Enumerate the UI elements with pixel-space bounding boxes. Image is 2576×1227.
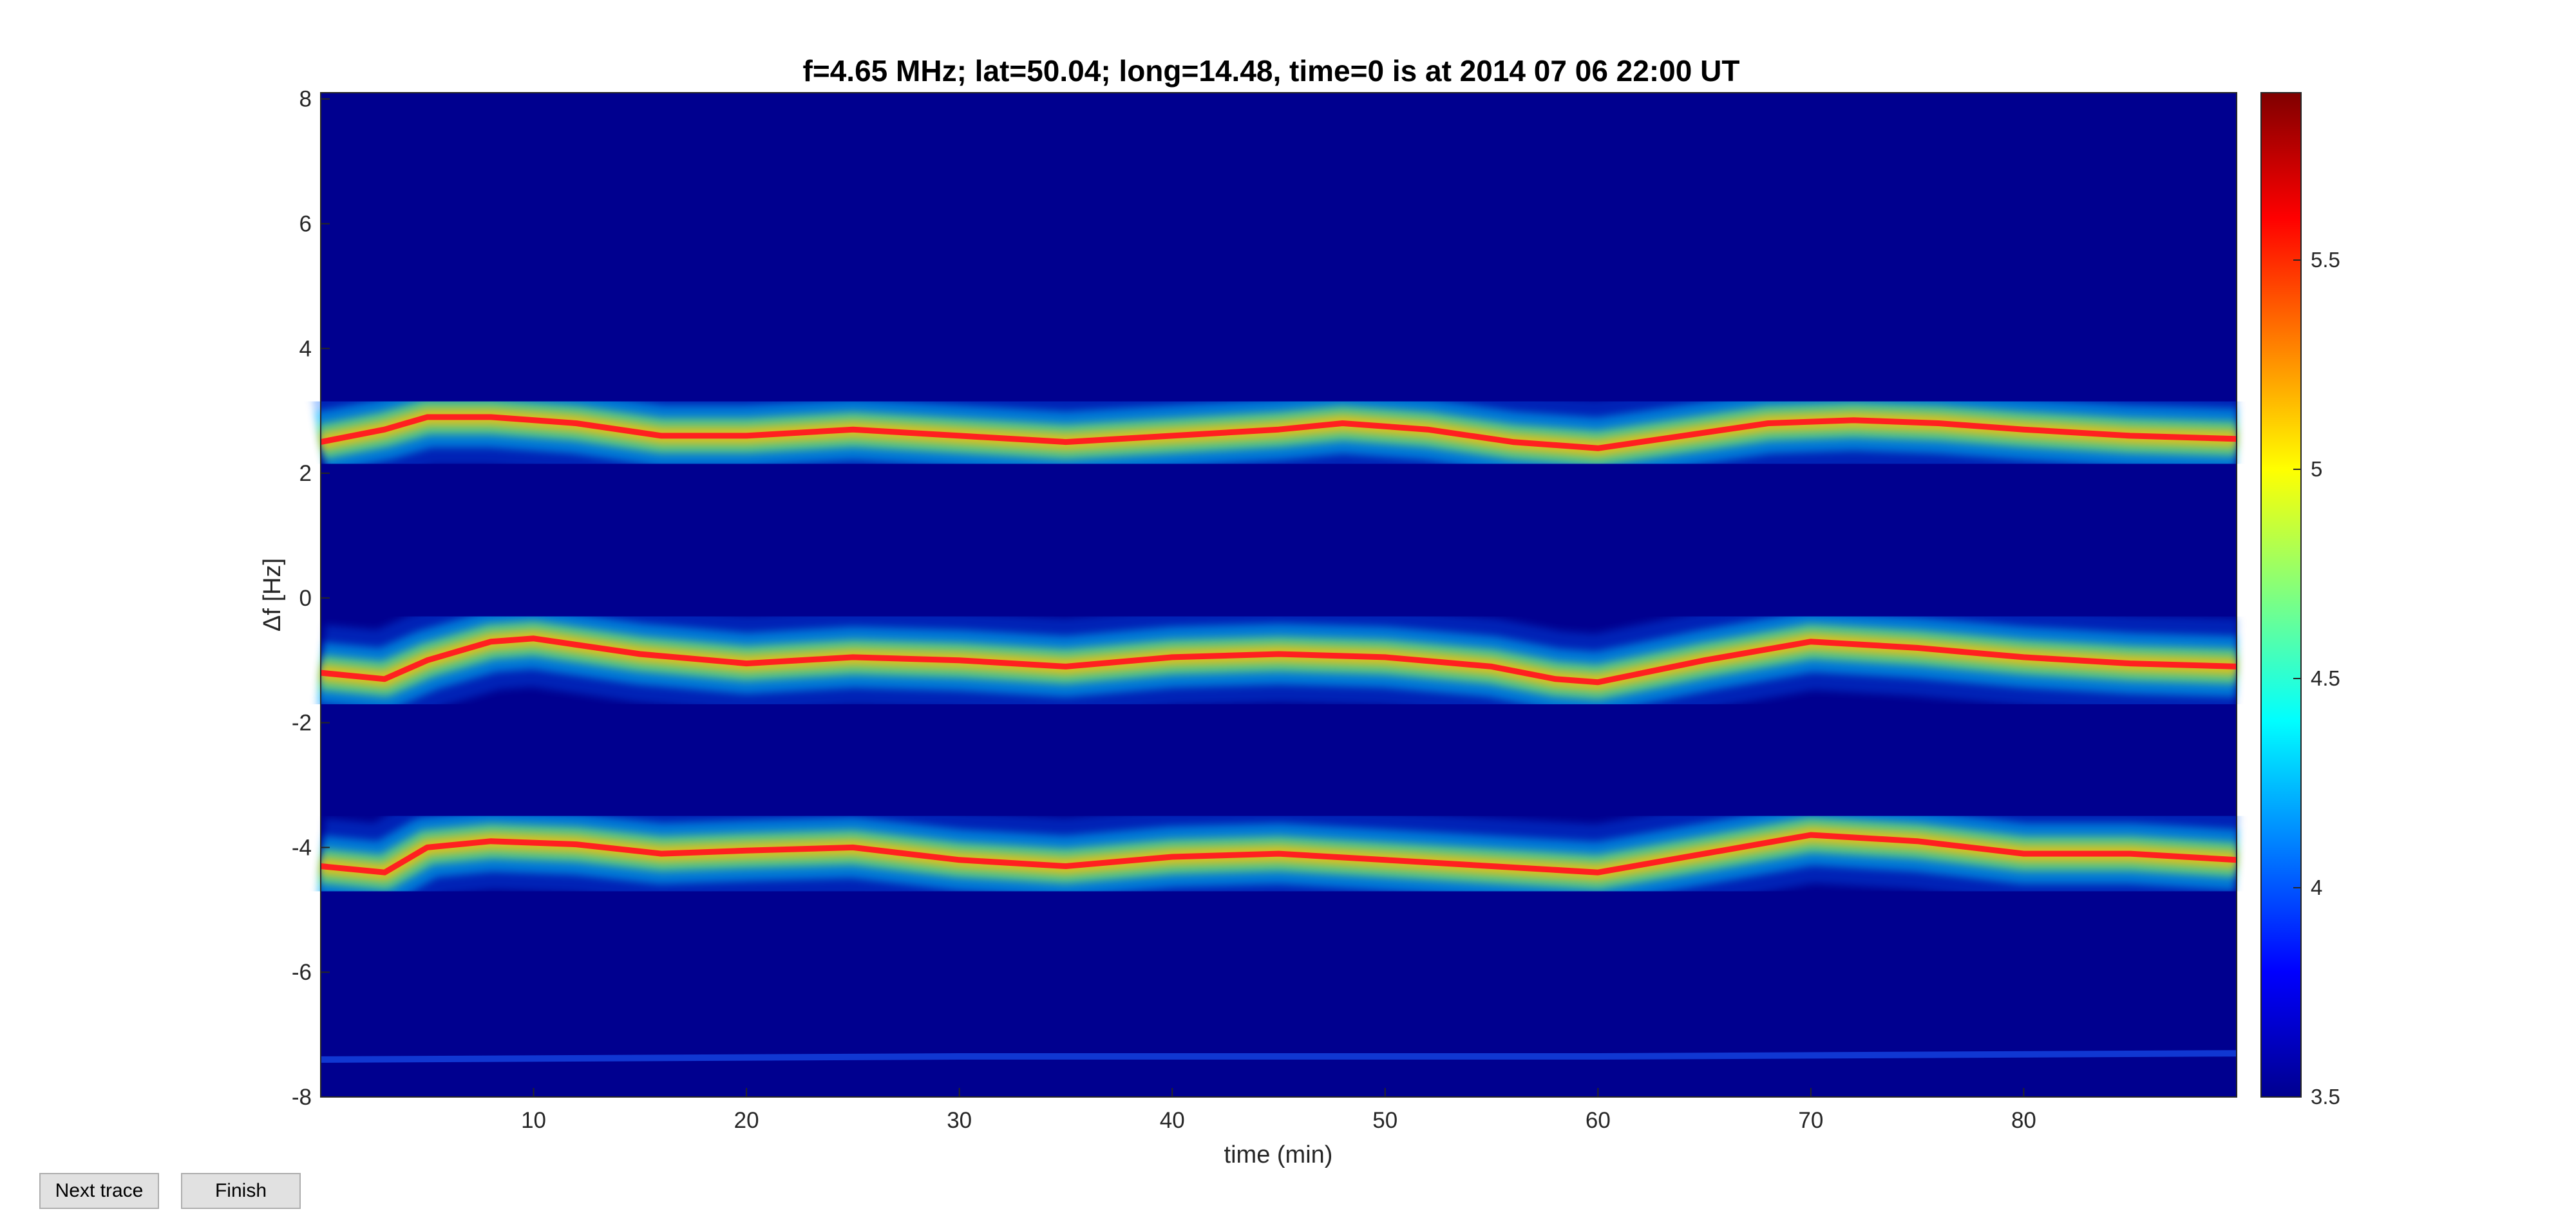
y-tick-label: 0 (299, 586, 312, 611)
colorbar-tick-label: 4.5 (2311, 666, 2340, 690)
plot-frame (320, 92, 2237, 1098)
y-tick-label: 2 (299, 461, 312, 486)
x-tick-label: 10 (521, 1108, 546, 1133)
x-axis-label: time (min) (1224, 1141, 1333, 1168)
trace-series (320, 1050, 2237, 1063)
colorbar-ticks: 3.5 4 4.5 5 5.5 (2293, 248, 2340, 1109)
y-tick-label: -6 (292, 960, 312, 985)
y-tick-label: -4 (292, 835, 312, 860)
chart-title: f=4.65 MHz; lat=50.04; long=14.48, time=… (803, 54, 1740, 88)
trace-line (320, 635, 2237, 686)
x-tick-label: 70 (1798, 1108, 1823, 1133)
y-tick-label: 8 (299, 87, 312, 112)
colorbar-tick-label: 4 (2311, 876, 2322, 899)
x-axis: 10 20 30 40 50 60 70 80 (521, 1088, 2036, 1133)
trace-series (316, 787, 2240, 921)
y-tick-label: -2 (292, 711, 312, 736)
y-tick-label: 4 (299, 336, 312, 361)
trace-line (320, 414, 2237, 451)
colorbar: 3.5 4 4.5 5 5.5 (2260, 92, 2340, 1109)
trace-layer (311, 368, 2240, 1063)
x-tick-label: 30 (947, 1108, 972, 1133)
y-axis-label: Δf [Hz] (259, 558, 286, 632)
colorbar-gradient (2260, 92, 2302, 1098)
y-axis: -8 -6 -4 -2 0 2 4 6 8 (292, 87, 330, 1110)
y-tick-label: -8 (292, 1085, 312, 1110)
colorbar-tick-label: 3.5 (2311, 1085, 2340, 1109)
x-tick-label: 20 (734, 1108, 759, 1133)
trace-line (320, 832, 2237, 876)
colorbar-tick-label: 5.5 (2311, 248, 2340, 272)
plot-background (321, 93, 2237, 1097)
trace-series (311, 368, 2239, 497)
plot-area (311, 92, 2240, 1098)
next-trace-button[interactable]: Next trace (39, 1173, 159, 1209)
trace-series (316, 590, 2239, 731)
colorbar-tick-label: 5 (2311, 457, 2322, 481)
x-tick-label: 80 (2011, 1108, 2036, 1133)
trace-line (320, 1050, 2237, 1063)
finish-button[interactable]: Finish (181, 1173, 301, 1209)
x-tick-label: 50 (1372, 1108, 1397, 1133)
x-tick-label: 60 (1586, 1108, 1611, 1133)
y-tick-label: 6 (299, 211, 312, 236)
x-tick-label: 40 (1160, 1108, 1185, 1133)
